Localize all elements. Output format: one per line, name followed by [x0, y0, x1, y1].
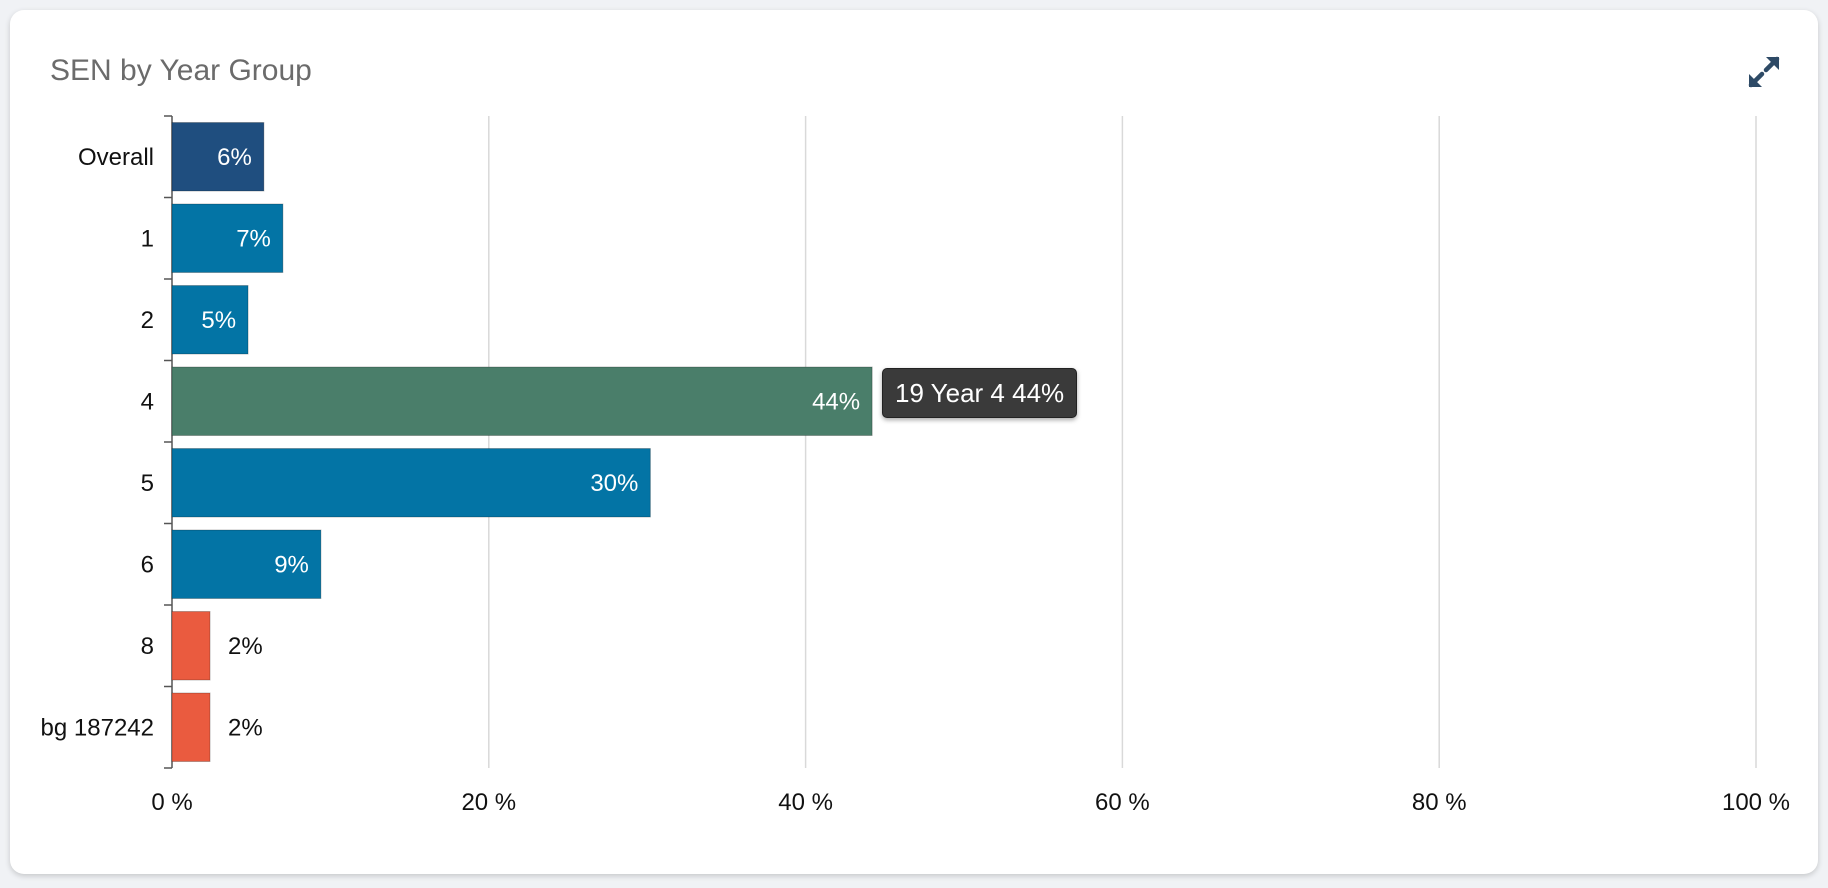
x-tick-label: 20 % — [461, 789, 516, 816]
bar — [171, 529, 322, 599]
bar — [171, 285, 249, 355]
category-label: 8 — [141, 633, 154, 660]
bar — [171, 692, 211, 762]
category-label: bg 187242 — [41, 714, 154, 741]
x-tick-label: 60 % — [1095, 789, 1150, 816]
bar — [171, 611, 211, 681]
bar — [171, 122, 265, 192]
bar — [171, 203, 284, 273]
expand-arrows-icon — [1748, 56, 1780, 88]
category-label: 4 — [141, 388, 154, 415]
data-label: 7% — [236, 225, 271, 252]
chart-tooltip: 19 Year 4 44% — [882, 368, 1078, 418]
expand-button[interactable] — [1742, 50, 1786, 94]
data-label: 44% — [812, 388, 860, 415]
category-label: 1 — [141, 225, 154, 252]
data-label: 2% — [228, 714, 263, 741]
x-tick-label: 100 % — [1722, 789, 1790, 816]
data-label: 2% — [228, 633, 263, 660]
card-title: SEN by Year Group — [50, 54, 312, 87]
data-label: 30% — [590, 470, 638, 497]
category-label: 6 — [141, 551, 154, 578]
category-label: 5 — [141, 470, 154, 497]
category-label: Overall — [78, 144, 154, 171]
chart-card: SEN by Year Group — [10, 10, 1818, 874]
x-tick-label: 0 % — [151, 789, 192, 816]
data-label: 6% — [217, 144, 252, 171]
category-label: 2 — [141, 307, 154, 334]
x-tick-label: 80 % — [1412, 789, 1467, 816]
data-label: 5% — [201, 307, 236, 334]
data-label: 9% — [274, 551, 309, 578]
x-tick-label: 40 % — [778, 789, 833, 816]
bar — [171, 366, 873, 436]
bar — [171, 448, 651, 518]
